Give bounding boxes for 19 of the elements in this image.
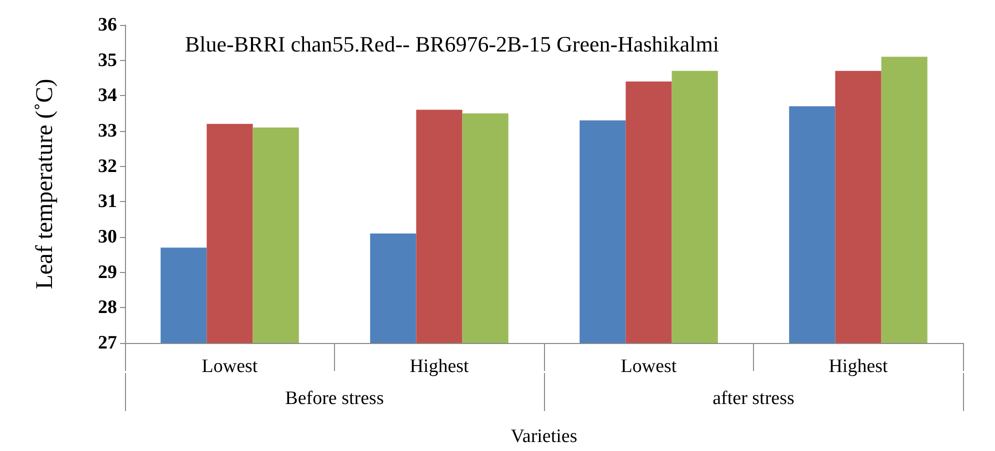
x-tick-label: Highest: [828, 356, 889, 377]
y-tick-label: 29: [98, 262, 117, 283]
y-tick-label: 31: [98, 191, 117, 212]
x-tick-label: Highest: [410, 356, 470, 377]
y-tick-label: 34: [98, 85, 118, 106]
y-tick-label: 35: [98, 50, 117, 71]
text: after stress: [712, 388, 794, 409]
y-tick-label: 30: [98, 226, 117, 248]
x-tick-label: Lowest: [202, 356, 258, 377]
y-tick-label: 28: [98, 297, 117, 318]
chart-title: Blue-BRRI chan55.Red-- BR6976-2B-15 Green-Hashikalmi: [185, 32, 720, 56]
y-tick-label: 27: [98, 332, 118, 354]
text: Before stress: [285, 388, 384, 409]
y-tick-label: 33: [98, 120, 117, 142]
y-tick-label: 32: [98, 156, 117, 177]
x-tick-label: Lowest: [620, 356, 678, 377]
x-axis-title: Varieties: [510, 426, 578, 447]
y-axis-title: Leaf temperature (˚C): [32, 78, 58, 290]
y-tick-label: 36: [98, 14, 117, 36]
